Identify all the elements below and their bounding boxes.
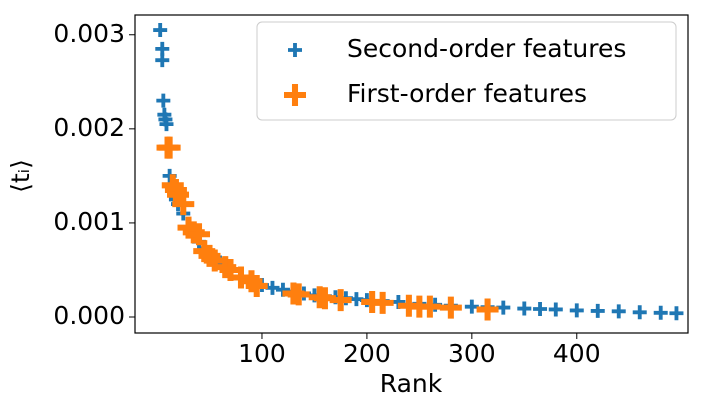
point	[158, 136, 181, 159]
point	[611, 304, 626, 319]
point	[188, 223, 211, 246]
point	[533, 302, 548, 317]
y-tick-label: 0.000	[53, 301, 125, 330]
point	[669, 306, 684, 321]
marks	[153, 23, 684, 321]
point	[439, 296, 462, 319]
point	[155, 53, 170, 68]
point	[476, 298, 499, 321]
legend-marker	[284, 84, 306, 106]
point	[172, 193, 195, 216]
point	[159, 117, 174, 132]
point	[632, 305, 647, 320]
point	[496, 300, 511, 315]
x-tick-label: 300	[448, 339, 496, 368]
legend-label: Second-order features	[347, 34, 626, 63]
point	[229, 266, 252, 289]
point	[245, 274, 268, 297]
point	[287, 283, 310, 306]
point	[418, 295, 441, 318]
point	[569, 303, 584, 318]
point	[653, 305, 668, 320]
y-tick-label: 0.002	[53, 113, 125, 142]
legend-label: First-order features	[347, 79, 587, 108]
x-tick-label: 100	[238, 339, 286, 368]
plot-frame	[134, 14, 689, 334]
legend-marker	[288, 43, 302, 57]
point	[329, 289, 352, 312]
point	[517, 301, 532, 316]
point	[464, 299, 479, 314]
point	[590, 303, 605, 318]
y-tick-label: 0.001	[53, 207, 125, 236]
point	[548, 302, 563, 317]
point	[371, 291, 394, 314]
x-tick-label: 200	[343, 339, 391, 368]
y-tick-label: 0.003	[53, 19, 125, 48]
y-axis-label: ⟨tᵢ⟩	[6, 159, 35, 193]
legend	[256, 21, 677, 121]
point	[156, 93, 171, 108]
x-tick-label: 400	[553, 339, 601, 368]
x-axis-label: Rank	[380, 369, 443, 398]
point	[153, 23, 168, 38]
